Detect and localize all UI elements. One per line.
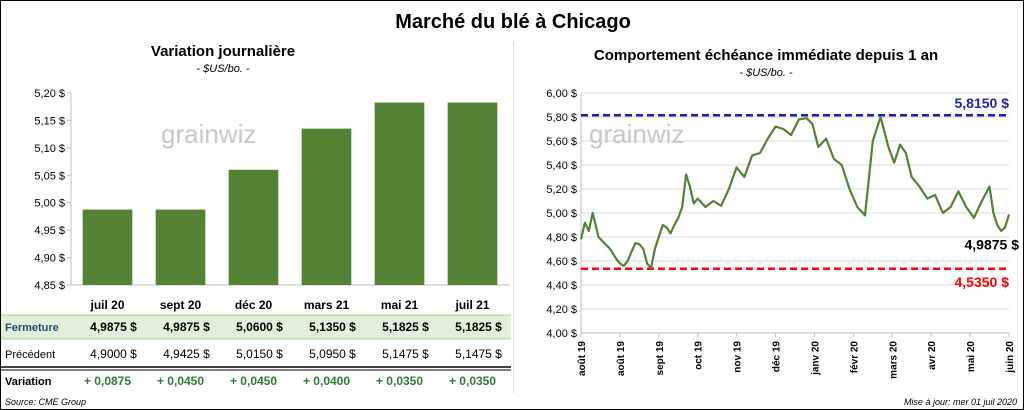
table-cell: 4,9875 $ bbox=[90, 320, 137, 334]
x-tick-label: août 19 bbox=[616, 341, 627, 376]
y-tick-label: 4,00 $ bbox=[546, 328, 577, 340]
y-tick-label: 4,80 $ bbox=[546, 232, 577, 244]
y-tick-label: 5,60 $ bbox=[546, 136, 577, 148]
bar bbox=[374, 102, 425, 285]
bar bbox=[447, 102, 498, 285]
x-tick-label: mars 20 bbox=[888, 341, 899, 379]
line-chart-title: Comportement échéance immédiate depuis 1… bbox=[593, 47, 939, 64]
bar-chart-title: Variation journalière bbox=[150, 43, 296, 60]
bar-chart: grainwiz 4,85 $ 4,90 $ 4,95 $ 5,00 $ 5,05 $ 5,… bbox=[1, 88, 511, 388]
bar bbox=[82, 209, 133, 285]
price-line bbox=[579, 115, 1011, 270]
table-cell: 4,9000 $ bbox=[90, 347, 137, 361]
category-label: juil 21 bbox=[454, 298, 489, 312]
x-tick-label: août 19 bbox=[577, 341, 588, 376]
y-tick-label: 5,05 $ bbox=[34, 170, 65, 182]
category-label: juil 20 bbox=[89, 298, 124, 312]
line-chart-unit: - $US/bo. - bbox=[739, 67, 793, 79]
table-cell: 5,1475 $ bbox=[382, 347, 429, 361]
x-tick-label: avr 20 bbox=[927, 341, 938, 370]
current-label: 4,9875 $ bbox=[965, 237, 1020, 253]
bar bbox=[228, 169, 279, 285]
table-cell: 5,0600 $ bbox=[236, 320, 283, 334]
y-tick-label: 5,20 $ bbox=[546, 184, 577, 196]
y-tick-label: 4,20 $ bbox=[546, 304, 577, 316]
y-tick-label: 5,10 $ bbox=[34, 143, 65, 155]
y-tick-label: 6,00 $ bbox=[546, 88, 577, 100]
main-title: Marché du blé à Chicago bbox=[395, 11, 631, 33]
table-cell: + 0,0875 bbox=[84, 374, 131, 388]
update-note: Mise à jour: mer 01 juil 2020 bbox=[903, 397, 1017, 407]
y-tick-label: 5,20 $ bbox=[34, 88, 65, 100]
table-cell: 5,0950 $ bbox=[309, 347, 356, 361]
table-cell: 5,1475 $ bbox=[455, 347, 502, 361]
y-tick-label: 4,95 $ bbox=[34, 225, 65, 237]
x-tick-label: mai 20 bbox=[966, 341, 977, 373]
y-tick-label: 5,00 $ bbox=[34, 198, 65, 210]
low-label: 4,5350 $ bbox=[955, 274, 1010, 290]
category-label: déc 20 bbox=[235, 298, 273, 312]
x-tick-label: janv 20 bbox=[810, 341, 821, 376]
source-note: Source: CME Group bbox=[5, 397, 87, 407]
chart-divider bbox=[513, 41, 514, 393]
table-cell: 4,9875 $ bbox=[163, 320, 210, 334]
table-cell: 5,1350 $ bbox=[309, 320, 356, 334]
y-tick-label: 5,00 $ bbox=[546, 208, 577, 220]
x-tick-label: nov 19 bbox=[733, 341, 744, 373]
y-tick-label: 5,80 $ bbox=[546, 112, 577, 124]
high-label: 5,8150 $ bbox=[955, 95, 1010, 111]
line-chart: 4,00 $ 4,20 $ 4,40 $ 4,60 $ 4,80 $ 5,00 $ 5,20… bbox=[546, 88, 1020, 379]
table-row-label: Variation bbox=[5, 376, 52, 388]
table-cell: + 0,0350 bbox=[376, 374, 423, 388]
category-label: mai 21 bbox=[381, 298, 419, 312]
y-tick-label: 5,15 $ bbox=[34, 115, 65, 127]
table-row-label: Précédent bbox=[5, 349, 55, 361]
y-tick-label: 4,90 $ bbox=[34, 253, 65, 265]
y-tick-label: 4,60 $ bbox=[546, 256, 577, 268]
bar bbox=[301, 128, 352, 285]
table-cell: + 0,0450 bbox=[230, 374, 277, 388]
fermeture-row-highlight bbox=[1, 315, 511, 339]
table-cell: 5,1825 $ bbox=[455, 320, 502, 334]
table-cell: + 0,0400 bbox=[303, 374, 350, 388]
table-cell: 4,9425 $ bbox=[163, 347, 210, 361]
x-tick-label: juin 20 bbox=[1005, 341, 1016, 374]
y-tick-label: 4,40 $ bbox=[546, 280, 577, 292]
category-label: mars 21 bbox=[304, 298, 350, 312]
table-cell: + 0,0350 bbox=[449, 374, 496, 388]
x-tick-label: déc 19 bbox=[772, 341, 783, 373]
x-tick-label: oct 19 bbox=[694, 341, 705, 370]
table-cell: + 0,0450 bbox=[157, 374, 204, 388]
x-tick-label: sept 19 bbox=[655, 341, 666, 376]
watermark-logo: grainwiz bbox=[589, 119, 684, 149]
y-tick-label: 5,40 $ bbox=[546, 160, 577, 172]
bar-chart-unit: - $US/bo. - bbox=[196, 63, 250, 75]
table-row-label: Fermeture bbox=[5, 322, 59, 334]
table-cell: 5,0150 $ bbox=[236, 347, 283, 361]
watermark-logo: grainwiz bbox=[161, 119, 256, 149]
x-tick-label: févr 20 bbox=[849, 341, 860, 374]
bar bbox=[155, 209, 206, 285]
y-tick-label: 4,85 $ bbox=[34, 280, 65, 292]
table-cell: 5,1825 $ bbox=[382, 320, 429, 334]
category-label: sept 20 bbox=[160, 298, 202, 312]
